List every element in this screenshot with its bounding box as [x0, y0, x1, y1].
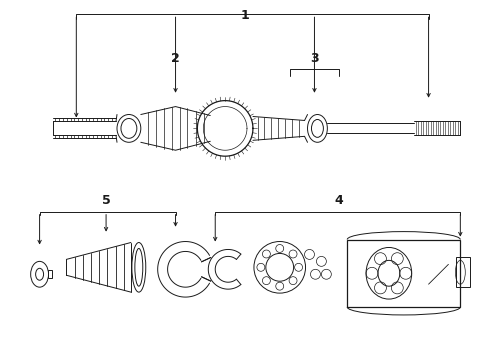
- Text: 5: 5: [102, 194, 110, 207]
- Text: 1: 1: [241, 9, 249, 22]
- Text: 3: 3: [310, 53, 319, 66]
- Bar: [347, 239, 460, 307]
- Bar: [456, 257, 470, 287]
- Text: 2: 2: [171, 53, 180, 66]
- Text: 4: 4: [335, 194, 343, 207]
- Bar: [48, 270, 52, 278]
